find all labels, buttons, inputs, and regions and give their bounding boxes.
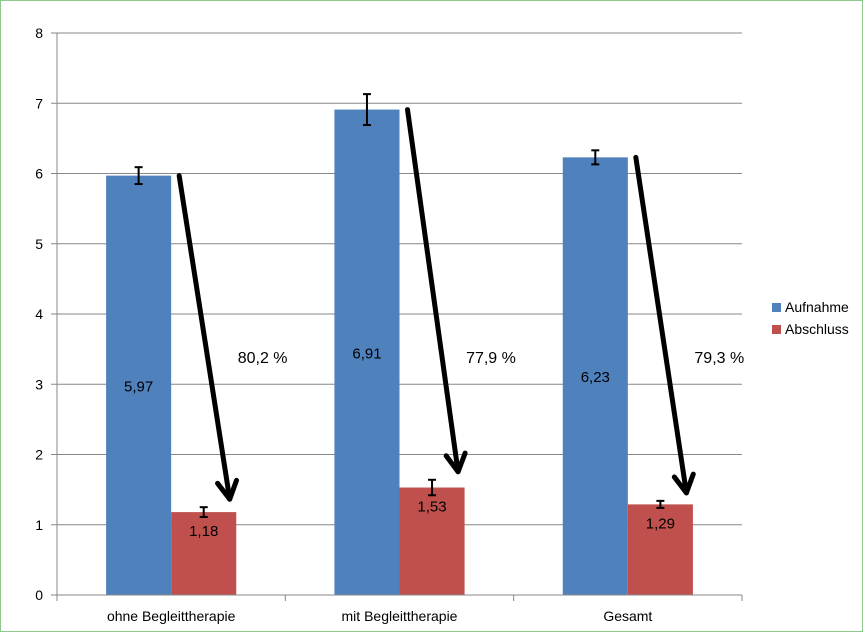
x-tick-label: mit Begleittherapie [342, 608, 458, 624]
bar-abschluss [171, 512, 237, 595]
legend-label: Abschluss [785, 321, 849, 337]
legend-swatch [772, 303, 781, 312]
y-tick-label: 2 [35, 447, 43, 463]
x-tick-label: ohne Begleittherapie [107, 608, 236, 624]
percent-annotation: 79,3 % [694, 350, 744, 367]
bar-aufnahme [334, 109, 400, 595]
data-label: 5,97 [124, 378, 153, 395]
y-tick-label: 8 [35, 25, 43, 41]
arrowhead [443, 450, 468, 475]
arrowhead [215, 477, 239, 502]
y-tick-label: 5 [35, 236, 43, 252]
percent-annotation: 77,9 % [466, 350, 516, 367]
y-tick-label: 4 [35, 306, 43, 322]
x-tick-label: Gesamt [603, 608, 652, 624]
bar-abschluss [399, 487, 465, 595]
y-tick-label: 0 [35, 587, 43, 603]
bar-aufnahme [106, 175, 172, 596]
arrowhead [671, 471, 696, 496]
y-tick-label: 1 [35, 517, 43, 533]
y-tick-label: 3 [35, 376, 43, 392]
arrow [176, 173, 233, 502]
data-label: 1,18 [189, 523, 218, 540]
y-tick-label: 6 [35, 166, 43, 182]
percent-annotation: 80,2 % [238, 350, 288, 367]
bar-abschluss [627, 504, 693, 595]
arrows: 80,2 % 77,9 % 79,3 % [176, 107, 744, 502]
y-tick-label: 7 [35, 95, 43, 111]
legend-swatch [772, 325, 781, 334]
arrow [633, 154, 689, 496]
arrow [405, 107, 461, 475]
bars: 5,97 1,18 6,91 1,53 6,23 1,29 [106, 93, 693, 596]
data-label: 6,23 [581, 369, 610, 386]
data-label: 1,53 [417, 499, 446, 516]
data-label: 6,91 [352, 345, 381, 362]
legend: Aufnahme Abschluss [772, 299, 849, 337]
legend-label: Aufnahme [785, 299, 849, 315]
bar-aufnahme [562, 157, 628, 595]
data-label: 1,29 [646, 515, 675, 532]
axes: 0 1 2 3 4 5 6 7 8 ohne Begleittherapie mit Begleit… [35, 25, 743, 624]
